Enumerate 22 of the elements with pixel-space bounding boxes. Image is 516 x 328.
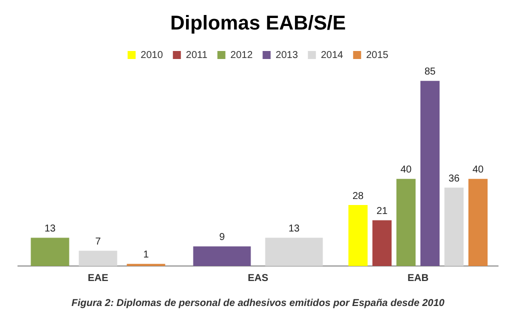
data-label: 85 xyxy=(424,66,436,78)
x-tick-label: EAB xyxy=(407,272,429,284)
x-tick-label: EAE xyxy=(88,272,109,284)
text: Figura 2: Diplomas de personal de adhesivos emitidos por España desde 2010 xyxy=(70,298,446,309)
data-label: 36 xyxy=(448,173,460,184)
x-tick-label: EAS xyxy=(248,272,269,284)
legend-label: 2013 xyxy=(276,50,298,61)
data-label: 21 xyxy=(376,206,388,218)
data-label: 13 xyxy=(44,223,56,234)
legend-label: 2011 xyxy=(186,50,208,61)
legend-label: 2015 xyxy=(366,50,389,61)
data-label: 28 xyxy=(352,190,364,202)
data-label: 40 xyxy=(472,164,484,176)
data-label: 1 xyxy=(143,250,150,261)
data-label: 13 xyxy=(288,223,300,234)
data-label: 9 xyxy=(219,232,226,244)
legend-label: 2012 xyxy=(230,50,254,61)
legend-label: 2014 xyxy=(320,50,344,61)
data-label: 40 xyxy=(400,164,412,176)
chart-title: Diplomas EAB/S/E xyxy=(170,12,346,35)
legend-label: 2010 xyxy=(140,50,164,61)
data-label: 7 xyxy=(95,236,102,248)
